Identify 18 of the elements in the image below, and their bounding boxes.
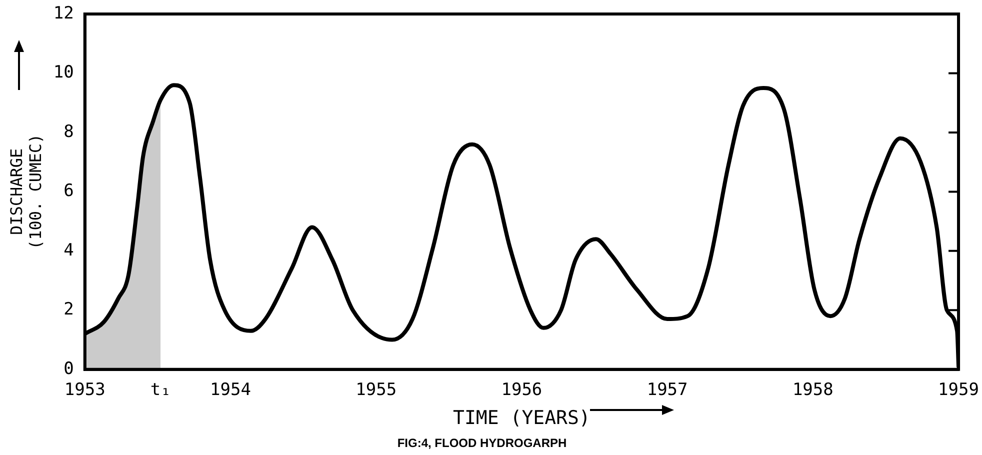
y-tick-label: 12 (53, 3, 74, 24)
x-tick-label: 1958 (792, 380, 834, 400)
y-tick-label: 4 (64, 240, 74, 260)
x-tick-label: 1957 (646, 380, 688, 400)
x-tick-label: 1954 (210, 380, 251, 400)
y-axis-title: DISCHARGE (100. CUMEC) (6, 134, 45, 250)
x-tick-label: 1956 (501, 380, 542, 400)
x-tick-label: 1959 (938, 380, 980, 400)
y-tick-label: 0 (64, 358, 74, 379)
y-tick-label: 10 (53, 62, 74, 83)
x-tick-label: 1955 (356, 380, 397, 400)
x-tick-label: t₁ (150, 380, 171, 400)
text: FIG:4, FLOOD HYDROGARPH (397, 436, 567, 450)
x-tick-label: 1953 (64, 380, 106, 400)
y-tick-label: 6 (64, 181, 74, 202)
x-axis-title: TIME (YEARS) (453, 407, 590, 430)
y-tick-label: 2 (64, 300, 74, 320)
y-tick-label: 8 (64, 122, 74, 142)
